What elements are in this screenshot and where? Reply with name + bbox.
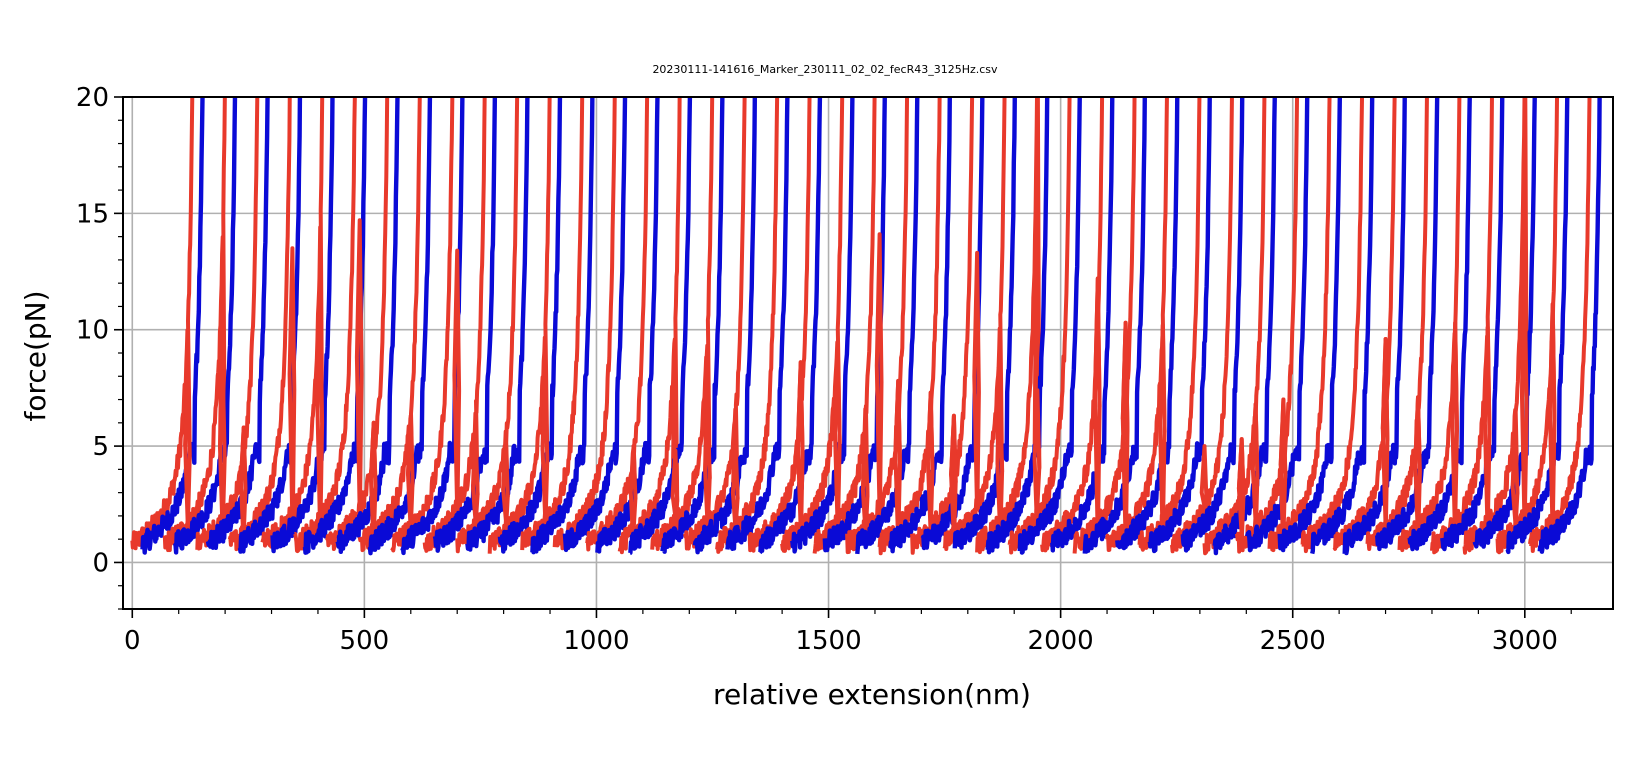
relax-series-line xyxy=(1245,97,1310,553)
relax-series-line xyxy=(1505,97,1570,555)
pull-series-line xyxy=(942,97,1007,551)
relax-series-line xyxy=(335,97,400,554)
plot-area xyxy=(130,97,1602,556)
x-tick-label: 1500 xyxy=(795,626,861,656)
pull-series-line xyxy=(617,97,682,555)
x-tick-label: 500 xyxy=(340,626,390,656)
relax-series-line xyxy=(790,97,855,554)
relax-series-line xyxy=(758,97,823,555)
y-tick-label: 15 xyxy=(76,199,109,229)
y-tick-label: 20 xyxy=(76,83,109,113)
relax-series-line xyxy=(855,97,920,555)
relax-series-line xyxy=(302,97,368,555)
relax-series-line xyxy=(1180,97,1245,553)
relax-series-line xyxy=(432,97,498,553)
relax-series-line xyxy=(1537,97,1602,554)
x-tick-label: 1000 xyxy=(563,626,629,656)
y-axis-label: force(pN) xyxy=(19,290,52,421)
relax-series-line xyxy=(1115,97,1180,551)
pull-series-line xyxy=(1267,97,1332,553)
relax-series-line xyxy=(1050,97,1115,553)
relax-series-line xyxy=(497,97,563,554)
relax-series-line xyxy=(1017,97,1082,555)
y-tick-label: 10 xyxy=(76,316,109,346)
relax-series-line xyxy=(1212,97,1277,556)
relax-series-line xyxy=(1277,97,1343,553)
relax-series-line xyxy=(205,97,270,550)
relax-series-line xyxy=(660,97,725,554)
y-tick-label: 5 xyxy=(92,432,109,462)
pull-series-line xyxy=(780,97,845,553)
x-tick-label: 2500 xyxy=(1260,626,1326,656)
chart-title: 20230111-141616_Marker_230111_02_02_fecR… xyxy=(652,63,998,76)
curve-group xyxy=(130,97,1602,556)
relax-series-line xyxy=(888,97,952,554)
relax-series-line xyxy=(562,97,628,553)
relax-series-line xyxy=(1407,97,1472,552)
relax-series-line xyxy=(465,97,530,552)
pull-series-line xyxy=(910,97,975,555)
relax-series-line xyxy=(1342,97,1407,556)
x-tick-label: 3000 xyxy=(1492,626,1558,656)
relax-series-line xyxy=(595,97,660,554)
relax-series-line xyxy=(1375,97,1440,552)
relax-series-line xyxy=(822,97,887,553)
x-tick-label: 2000 xyxy=(1028,626,1094,656)
relax-series-line xyxy=(140,97,205,555)
relax-series-line xyxy=(1440,97,1505,552)
relax-series-line xyxy=(367,97,433,556)
pull-series-line xyxy=(130,97,195,551)
relax-series-line xyxy=(530,97,595,555)
pull-series-line xyxy=(260,97,325,549)
relax-series-line xyxy=(952,97,1017,550)
relax-series-line xyxy=(628,97,693,556)
y-tick-label: 0 xyxy=(92,548,109,578)
pull-series-line xyxy=(195,97,260,551)
pull-series-line xyxy=(1528,97,1592,553)
relax-series-line xyxy=(1147,97,1212,554)
x-axis-label: relative extension(nm) xyxy=(713,678,1031,711)
relax-series-line xyxy=(725,97,790,551)
relax-series-line xyxy=(1310,97,1375,555)
relax-series-line xyxy=(400,97,465,556)
relax-series-line xyxy=(692,97,758,555)
relax-series-line xyxy=(1082,97,1147,554)
axis-ticks: 0 500 1000 1500 2000 2500 3000 0 5 10 15 20 xyxy=(76,83,1572,656)
x-tick-label: 0 xyxy=(124,626,141,656)
